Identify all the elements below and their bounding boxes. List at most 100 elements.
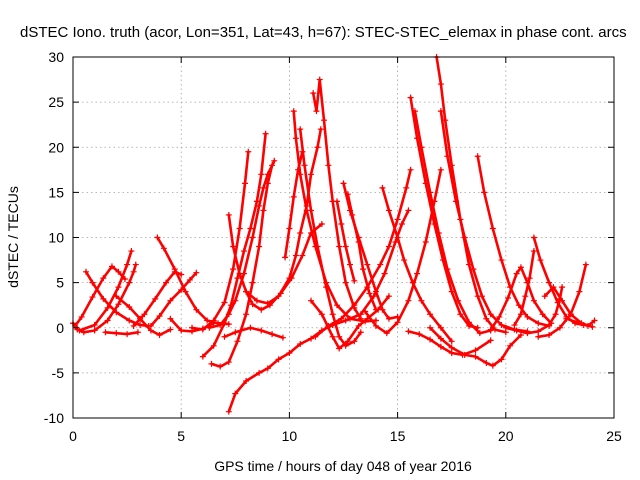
y-tick-label: 30 [48,49,64,65]
y-tick-label: 15 [48,184,64,200]
data-point [357,311,364,318]
data-point [199,353,206,360]
series-line [223,326,285,340]
series-44 [563,315,598,329]
data-point [392,239,399,246]
data-point [489,362,496,369]
data-point [236,225,243,232]
data-point [359,266,366,273]
data-point [249,234,256,241]
series-line [314,168,412,339]
data-point [247,324,254,331]
y-tick-label: -5 [52,365,65,381]
data-point [448,338,455,345]
data-point [178,327,185,334]
data-point [405,207,412,214]
x-tick-label: 0 [69,428,77,444]
data-point [243,288,250,295]
data-point [126,303,133,310]
data-point [221,333,228,340]
data-point [372,317,379,324]
data-point [132,261,139,268]
data-point [292,135,299,142]
data-point [524,313,531,320]
series-42 [535,261,589,340]
data-point [517,264,524,271]
data-point [299,252,306,259]
data-point [167,315,174,322]
data-point [535,328,542,335]
data-point [225,321,232,328]
data-point [271,157,278,164]
data-point [381,270,388,277]
data-point [407,94,414,101]
data-point [325,162,332,169]
data-point [383,330,390,337]
data-point [472,347,479,354]
y-tick-label: 0 [56,320,64,336]
data-point [444,266,451,273]
data-point [193,306,200,313]
data-point [206,324,213,331]
data-point [89,294,96,301]
series-line [407,330,493,357]
data-point [236,270,243,277]
data-point [437,108,444,115]
series-23 [308,293,392,352]
data-point [113,330,120,337]
series-41 [502,284,566,337]
data-point [186,276,193,283]
data-point [115,284,122,291]
data-point [147,322,154,329]
data-point [483,359,490,366]
data-point [121,276,128,283]
data-point [372,306,379,313]
data-point [403,184,410,191]
data-point [199,326,206,333]
data-point [498,356,505,363]
data-point [574,319,581,326]
data-point [243,377,250,384]
data-point [193,269,200,276]
series-line [227,213,324,312]
data-point [232,329,239,336]
data-point [563,315,570,322]
data-point [104,317,111,324]
data-point [362,308,369,315]
x-tick-label: 5 [177,428,185,444]
data-point [342,243,349,250]
data-point [240,248,247,255]
series-33 [433,54,509,336]
data-point [130,322,137,329]
series-line [149,271,198,328]
data-point [297,340,304,347]
x-tick-label: 15 [390,428,406,444]
data-point [258,306,265,313]
data-point [308,207,315,214]
data-point [279,334,286,341]
series-line [115,294,172,337]
data-point [234,338,241,345]
data-point [546,322,553,329]
data-point [232,390,239,397]
data-point [225,408,232,415]
data-point [487,311,494,318]
data-point [398,220,405,227]
data-point [126,279,133,286]
data-point [104,304,111,311]
data-point [537,257,544,264]
data-point [435,229,442,236]
data-point [260,184,267,191]
data-point [308,297,315,304]
data-point [312,333,319,340]
y-tick-label: 10 [48,230,64,246]
data-point [286,225,293,232]
data-point [134,329,141,336]
data-point [167,297,174,304]
y-axis-label: dSTEC / TECUs [5,186,21,288]
data-point [487,337,494,344]
data-point [524,330,531,337]
data-point [260,207,267,214]
data-point [325,322,332,329]
data-point [290,108,297,115]
